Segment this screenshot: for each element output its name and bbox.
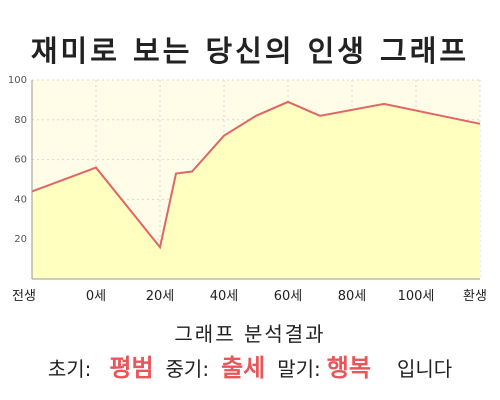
- x-tick-label: 60세: [274, 289, 303, 304]
- result-heading: 그래프 분석결과: [174, 322, 326, 346]
- late-value: 행복: [326, 354, 371, 382]
- x-tick-label: 100세: [398, 289, 435, 304]
- chart-title: 재미로 보는 당신의 인생 그래프: [30, 34, 470, 68]
- x-tick-labels: 전생 0세 20세 40세 60세 80세 100세 환생: [12, 289, 487, 304]
- y-tick-label: 40: [14, 194, 27, 205]
- y-tick-label: 60: [14, 155, 27, 166]
- early-value: 평범: [109, 354, 154, 382]
- life-graph-chart: 20 40 60 80 100 전생 0세 20세 40세 60세 80세 100세 환생: [8, 75, 487, 304]
- result-summary: 초기: 평범 중기: 출세 말기: 행복 입니다: [0, 348, 500, 383]
- series-line: [31, 100, 481, 250]
- mid-value: 출세: [221, 354, 266, 382]
- y-tick-label: 100: [8, 75, 27, 86]
- y-tick-label: 80: [14, 115, 27, 126]
- x-tick-label: 환생: [463, 289, 487, 304]
- x-tick-label: 전생: [12, 289, 36, 304]
- x-tick-label: 40세: [210, 289, 239, 304]
- x-tick-label: 80세: [338, 289, 367, 304]
- y-tick-label: 20: [14, 234, 27, 245]
- mid-label: 중기:: [165, 357, 210, 381]
- ending-text: 입니다: [396, 357, 453, 381]
- y-tick-labels: 20 40 60 80 100: [8, 75, 27, 245]
- x-tick-label: 20세: [146, 289, 175, 304]
- late-label: 말기:: [277, 357, 321, 381]
- early-label: 초기:: [47, 357, 92, 381]
- x-tick-label: 0세: [86, 289, 106, 304]
- area-fill: [32, 101, 480, 280]
